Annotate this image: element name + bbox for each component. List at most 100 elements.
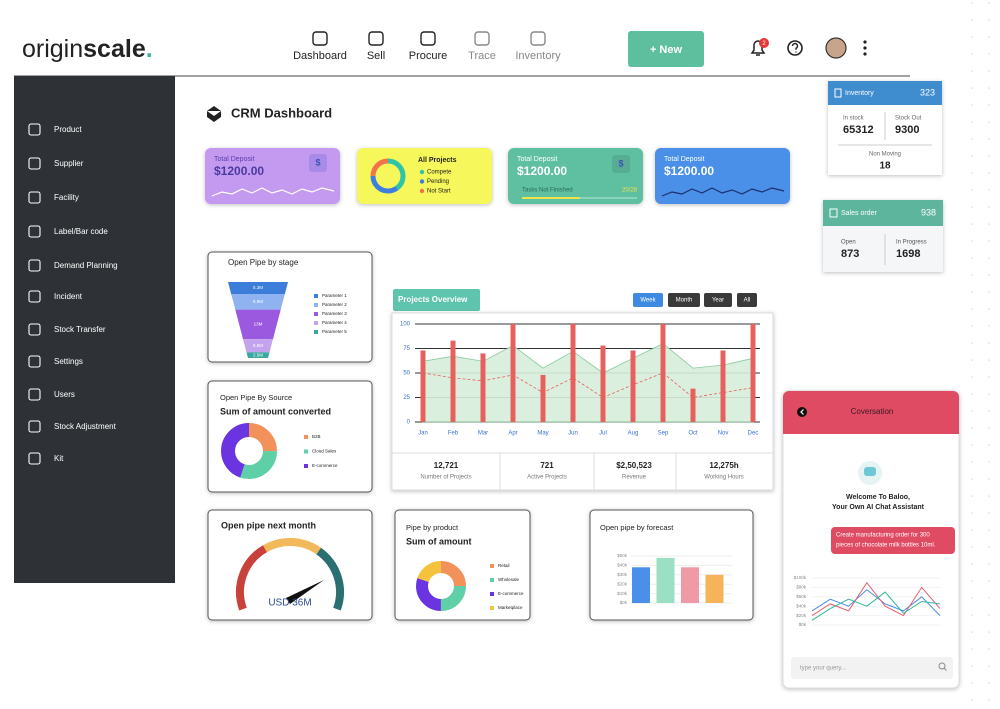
label: Open Pipe by stage: [228, 258, 299, 267]
sidebar-icon: [28, 259, 41, 272]
filter-button[interactable]: [668, 293, 700, 307]
new-button[interactable]: [628, 31, 704, 67]
sidebar-item[interactable]: Demand Planning: [54, 261, 118, 270]
sidebar-item[interactable]: Product: [54, 125, 82, 134]
nav-item[interactable]: Dashboard: [293, 50, 347, 62]
panel-header: [828, 81, 942, 105]
filter-label[interactable]: All: [744, 298, 751, 304]
help-icon[interactable]: [787, 40, 803, 56]
y-tick-label: $0k: [620, 600, 628, 605]
y-tick-label: $40k: [617, 563, 628, 568]
legend-label: Parameter 1: [322, 293, 347, 298]
menu-dot: [863, 46, 867, 50]
welcome-text: Welcome To Baloo,: [846, 494, 910, 501]
icon: $: [618, 158, 623, 168]
stat-label: Working Hours: [704, 475, 744, 481]
legend-swatch: [314, 321, 318, 325]
filter-label[interactable]: Month: [676, 298, 693, 304]
label: Total Deposit: [517, 156, 558, 163]
nav-item[interactable]: Sell: [367, 50, 385, 62]
y-tick-label: 100: [400, 322, 411, 328]
funnel-segment: [235, 309, 281, 340]
menu-dot: [863, 52, 867, 56]
nav-item[interactable]: Trace: [468, 50, 496, 62]
x-tick-label: Sep: [658, 431, 669, 437]
label: In Progress: [896, 240, 927, 246]
legend-label: Wholesale: [498, 577, 520, 582]
y-tick-label: $20k: [617, 581, 628, 586]
label: $1200.00: [664, 164, 714, 178]
x-tick-label: Feb: [448, 431, 459, 437]
filter-button[interactable]: [704, 293, 732, 307]
sidebar-item[interactable]: Kit: [54, 454, 64, 463]
nav-item[interactable]: Procure: [409, 50, 448, 62]
nav-icon: [368, 31, 384, 46]
sidebar-item[interactable]: Incident: [54, 292, 83, 301]
title-icon: [207, 106, 221, 122]
sidebar-item[interactable]: Stock Adjustment: [54, 422, 117, 431]
funnel-segment: [246, 352, 270, 358]
menu-dot: [863, 40, 867, 44]
y-tick-label: $60k: [796, 594, 807, 599]
x-tick-label: Jul: [599, 431, 607, 437]
chat-input[interactable]: [791, 657, 953, 679]
filter-label[interactable]: Year: [712, 298, 724, 304]
filter-button[interactable]: [737, 293, 757, 307]
sidebar-item[interactable]: Facility: [54, 193, 79, 202]
filter-button[interactable]: [633, 293, 663, 307]
label: 1698: [896, 248, 920, 260]
x-tick-label: Jan: [418, 431, 428, 437]
bar: [632, 567, 650, 603]
data-label: 5.3M: [253, 285, 263, 290]
sparkline: [661, 187, 785, 197]
line-series: [811, 589, 941, 616]
donut-segment: [416, 561, 466, 611]
y-tick-label: 25: [403, 395, 410, 401]
chat-title: Coversation: [851, 407, 894, 416]
legend-label: E-commerce: [312, 463, 338, 468]
page-title: CRM Dashboard: [231, 105, 332, 120]
bar: [705, 574, 724, 603]
line-series: [811, 591, 941, 621]
chat-placeholder[interactable]: type your query...: [800, 666, 846, 672]
bar: [720, 350, 726, 422]
x-tick-label: Oct: [688, 431, 698, 437]
filter-label[interactable]: Week: [640, 298, 656, 304]
sidebar-item[interactable]: Supplier: [54, 159, 84, 168]
label: Open pipe by forecast: [600, 523, 674, 532]
back-button[interactable]: [797, 407, 807, 417]
message-text: Create manufacturing order for 300: [836, 533, 930, 539]
sidebar-item[interactable]: Users: [54, 390, 75, 399]
sidebar-item[interactable]: Label/Bar code: [54, 227, 108, 236]
legend-swatch: [490, 606, 494, 610]
sidebar-item[interactable]: Settings: [54, 357, 83, 366]
nav-icon: [420, 31, 436, 46]
new-button-label[interactable]: + New: [650, 44, 683, 56]
welcome-text: Your Own AI Chat Assistant: [832, 504, 925, 511]
label: Pipe by product: [406, 523, 459, 532]
search-handle: [943, 667, 947, 671]
x-tick-label: Nov: [718, 431, 729, 437]
bar: [420, 350, 426, 422]
panel-header: [823, 200, 943, 226]
x-tick-label: Apr: [508, 431, 517, 437]
y-tick-label: $20k: [796, 613, 807, 618]
nav-item[interactable]: Inventory: [515, 50, 561, 62]
sidebar-icon: [28, 452, 41, 465]
avatar[interactable]: [825, 37, 847, 59]
legend-label: Cloud Sales: [312, 449, 337, 454]
x-tick-label: May: [537, 431, 548, 437]
widget: [207, 509, 373, 621]
legend-label: Parameter 5: [322, 329, 347, 334]
legend-dot: [419, 188, 425, 194]
x-tick-label: Jun: [568, 431, 578, 437]
sidebar-item[interactable]: Stock Transfer: [54, 325, 106, 334]
progress-fill: [522, 197, 580, 199]
bot-bubble: [864, 467, 876, 476]
donut-segment: [370, 158, 406, 194]
widget: [207, 251, 373, 363]
legend-swatch: [304, 435, 308, 439]
x-tick-label: Dec: [748, 431, 759, 437]
label: 873: [841, 248, 859, 260]
